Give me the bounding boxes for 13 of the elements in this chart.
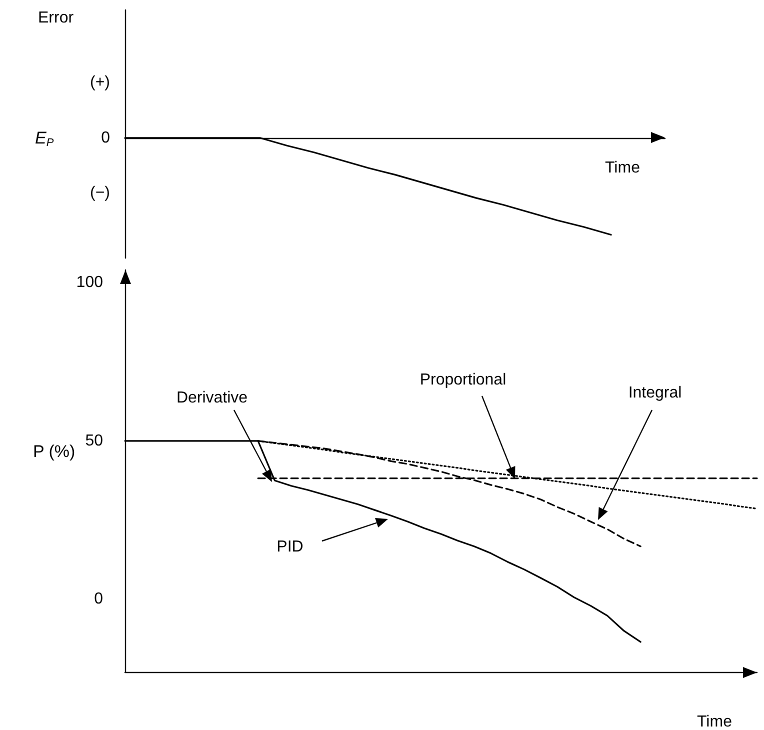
- text: Proportional: [420, 372, 506, 388]
- x-axis-title: Time: [697, 714, 732, 730]
- y-axis-title: P (%): [33, 442, 76, 461]
- y-tick-label: 100: [76, 274, 104, 292]
- text: Derivative: [176, 390, 248, 406]
- x-axis-title: Time: [605, 159, 640, 176]
- text: (−): [90, 184, 110, 202]
- y-tick-label: 0: [94, 590, 104, 608]
- y-axis-title: Error: [38, 10, 74, 26]
- text: PID: [276, 538, 304, 556]
- text: (+): [90, 74, 110, 92]
- text: Integral: [628, 384, 682, 402]
- y-tick-label: 50: [85, 432, 104, 450]
